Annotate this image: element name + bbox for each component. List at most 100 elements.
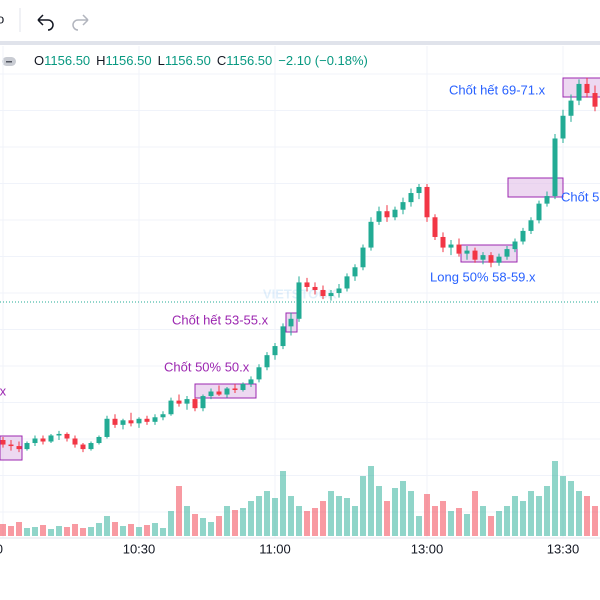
volume-bar [96,523,102,536]
candle-body [144,418,150,422]
candle-body [72,438,78,445]
volume-bar [56,526,62,536]
volume-bar [208,522,214,536]
candle-body [320,290,326,297]
annotation: Long 50% 58-59.x [430,269,536,284]
candle-body [384,211,390,218]
volume-bar [0,524,6,536]
annotation: .x [0,383,7,398]
candle-body [392,209,398,218]
volume-bar [416,516,422,536]
time-axis: 00 10:30 11:00 13:00 13:30 [0,541,579,556]
volume-bar [16,522,22,536]
volume-bar [376,486,382,536]
candle-body [24,443,30,450]
volume-bar [112,522,118,536]
candle-body [560,115,566,139]
candle-body [344,276,350,289]
candle-body [440,236,446,248]
candle-body [376,211,382,222]
candles [0,77,598,453]
volume-bar [216,516,222,536]
volume-bar [440,501,446,536]
volume-bar [568,481,574,536]
volume-bar [152,523,158,536]
volume-pane [0,461,598,536]
volume-bar [200,518,206,536]
volume-bar [432,506,438,536]
candle-body [120,420,126,425]
volume-bar [184,506,190,536]
volume-bar [312,508,318,536]
volume-bar [72,524,78,536]
volume-bar [256,496,262,536]
legend-label: H [96,53,105,68]
candle-body [224,388,230,395]
volume-bar [32,527,38,536]
candle-body [408,193,414,203]
x-tick-label: 00 [0,541,3,556]
volume-bar [520,501,526,536]
candle-body [64,433,70,439]
legend-value: 1156.50 [165,53,211,68]
legend-value: 1156.50 [226,53,272,68]
x-tick-label: 13:00 [411,541,444,556]
redo-button[interactable] [72,14,89,31]
volume-bar [120,526,126,536]
candle-body [544,196,550,204]
candle-body [288,318,294,327]
candle-body [32,438,38,444]
candle-body [200,396,206,409]
candle-body [8,444,14,447]
volume-bar [232,510,238,536]
x-tick-label: 13:30 [547,541,580,556]
candle-body [464,250,470,254]
toolbar-text: o [0,11,4,26]
candle-body [416,186,422,194]
candle-body [208,391,214,397]
annotation: Chốt hết 53-55.x [172,312,269,327]
candle-body [576,83,582,101]
volume-bar [560,476,566,536]
toolbar [0,0,600,41]
volume-bar [40,525,46,536]
volume-bar [168,511,174,536]
volume-bar [272,498,278,536]
volume-bar [344,498,350,536]
toolbar-border [0,41,600,45]
candle-body [312,286,318,290]
candle-body [512,241,518,250]
candle-body [296,282,302,319]
candle-body [456,244,462,254]
volume-bar [544,486,550,536]
volume-bar [456,508,462,536]
candle-body [256,367,262,380]
volume-bar [360,476,366,536]
volume-bar [48,529,54,536]
candle-body [152,417,158,422]
legend-toggle-icon [6,61,12,63]
volume-bar [280,471,286,536]
volume-bar [512,496,518,536]
annotation: Chốt hết 69-71.x [449,82,546,97]
volume-bar [528,491,534,536]
undo-button[interactable] [37,14,54,31]
volume-bar [392,488,398,536]
candle-body [520,230,526,242]
candle-body [128,420,134,424]
volume-bar [24,528,30,536]
volume-bar [504,506,510,536]
candle-body [536,203,542,221]
volume-bar [288,496,294,536]
candle-body [352,267,358,277]
volume-bar [128,524,134,536]
candle-body [16,446,22,450]
annotation-box [507,177,564,198]
volume-bar [448,511,454,536]
volume-bar [368,466,374,536]
volume-bar [336,496,342,536]
candle-body [0,440,6,445]
candle-body [232,388,238,390]
annotation: Chốt 5 [561,189,599,204]
